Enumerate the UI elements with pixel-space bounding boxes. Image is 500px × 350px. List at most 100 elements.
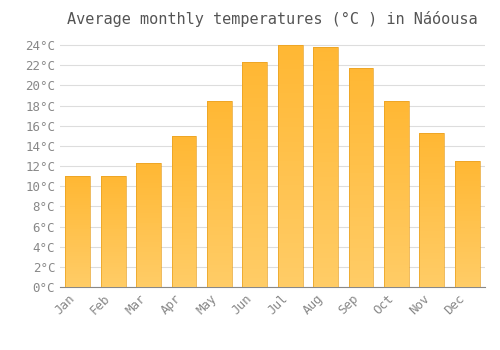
Bar [242,166,267,170]
Bar [384,276,409,280]
Bar [348,187,374,191]
Bar [242,98,267,103]
Bar [278,229,302,234]
Bar [313,244,338,248]
Bar [100,254,126,256]
Bar [420,222,444,225]
Bar [172,215,196,217]
Bar [384,183,409,186]
Bar [455,249,479,252]
Bar [455,224,479,226]
Bar [455,161,479,163]
Bar [348,270,374,274]
Bar [384,164,409,168]
Bar [100,262,126,265]
Bar [207,257,232,261]
Bar [242,112,267,116]
Bar [242,175,267,179]
Bar [207,134,232,138]
Bar [207,116,232,119]
Bar [242,89,267,94]
Bar [278,69,302,74]
Bar [136,220,161,223]
Bar [100,207,126,209]
Bar [278,253,302,258]
Bar [242,179,267,184]
Bar [455,234,479,237]
Bar [384,175,409,179]
Bar [172,272,196,275]
Bar [348,73,374,77]
Bar [420,204,444,207]
Bar [207,186,232,190]
Bar [455,201,479,204]
Bar [66,256,90,258]
Bar [455,237,479,239]
Bar [66,183,90,185]
Bar [66,285,90,287]
Bar [384,172,409,175]
Bar [278,50,302,55]
Bar [66,249,90,252]
Bar [100,209,126,212]
Bar [172,284,196,287]
Bar [455,191,479,194]
Bar [278,190,302,195]
Bar [207,138,232,141]
Bar [420,133,444,287]
Bar [100,278,126,280]
Bar [172,232,196,236]
Bar [384,235,409,238]
Bar [278,60,302,64]
Bar [455,239,479,241]
Bar [384,141,409,145]
Bar [100,234,126,236]
Bar [172,136,196,287]
Bar [136,265,161,267]
Bar [348,86,374,90]
Bar [313,229,338,234]
Bar [278,79,302,84]
Bar [242,233,267,238]
Bar [348,199,374,204]
Bar [172,224,196,226]
Bar [348,134,374,138]
Bar [207,272,232,276]
Bar [278,103,302,108]
Bar [455,204,479,206]
Bar [420,173,444,176]
Bar [313,138,338,143]
Bar [384,145,409,149]
Bar [66,216,90,218]
Bar [420,256,444,259]
Bar [207,145,232,149]
Bar [207,228,232,231]
Bar [420,241,444,244]
Bar [172,211,196,215]
Bar [313,196,338,201]
Bar [66,240,90,243]
Bar [455,232,479,234]
Bar [242,76,267,80]
Bar [207,127,232,130]
Bar [242,161,267,166]
Bar [207,168,232,172]
Bar [455,214,479,216]
Bar [172,245,196,248]
Bar [348,278,374,283]
Bar [207,261,232,265]
Bar [278,210,302,215]
Bar [242,143,267,148]
Bar [66,214,90,216]
Bar [420,244,444,247]
Bar [100,240,126,243]
Bar [100,229,126,232]
Bar [313,76,338,81]
Bar [384,209,409,212]
Bar [278,224,302,229]
Bar [66,192,90,194]
Bar [66,227,90,229]
Bar [100,256,126,258]
Bar [455,274,479,277]
Bar [207,250,232,253]
